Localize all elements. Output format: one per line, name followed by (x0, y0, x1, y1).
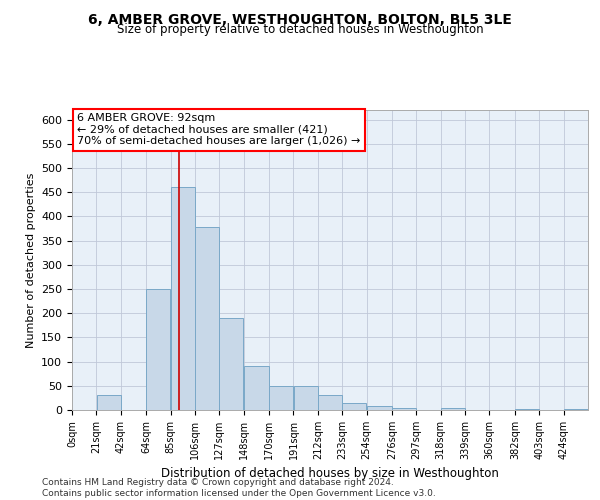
Text: Contains HM Land Registry data © Crown copyright and database right 2024.
Contai: Contains HM Land Registry data © Crown c… (42, 478, 436, 498)
Bar (146, 289, 170, 410)
Bar (392, 408, 416, 410)
Bar (564, 408, 588, 410)
Bar (367, 406, 392, 410)
Y-axis label: Number of detached properties: Number of detached properties (26, 172, 35, 348)
Bar (515, 408, 539, 410)
Bar (343, 402, 367, 410)
Bar (293, 386, 317, 410)
Text: 6, AMBER GROVE, WESTHOUGHTON, BOLTON, BL5 3LE: 6, AMBER GROVE, WESTHOUGHTON, BOLTON, BL… (88, 12, 512, 26)
Bar (244, 366, 269, 410)
Bar (195, 227, 219, 410)
Bar (441, 408, 465, 410)
X-axis label: Distribution of detached houses by size in Westhoughton: Distribution of detached houses by size … (161, 468, 499, 480)
Bar (220, 318, 244, 410)
Bar (269, 386, 293, 410)
Text: 6 AMBER GROVE: 92sqm
← 29% of detached houses are smaller (421)
70% of semi-deta: 6 AMBER GROVE: 92sqm ← 29% of detached h… (77, 113, 361, 146)
Bar (97, 396, 121, 410)
Bar (318, 396, 342, 410)
Text: Size of property relative to detached houses in Westhoughton: Size of property relative to detached ho… (116, 24, 484, 36)
Bar (171, 188, 195, 410)
